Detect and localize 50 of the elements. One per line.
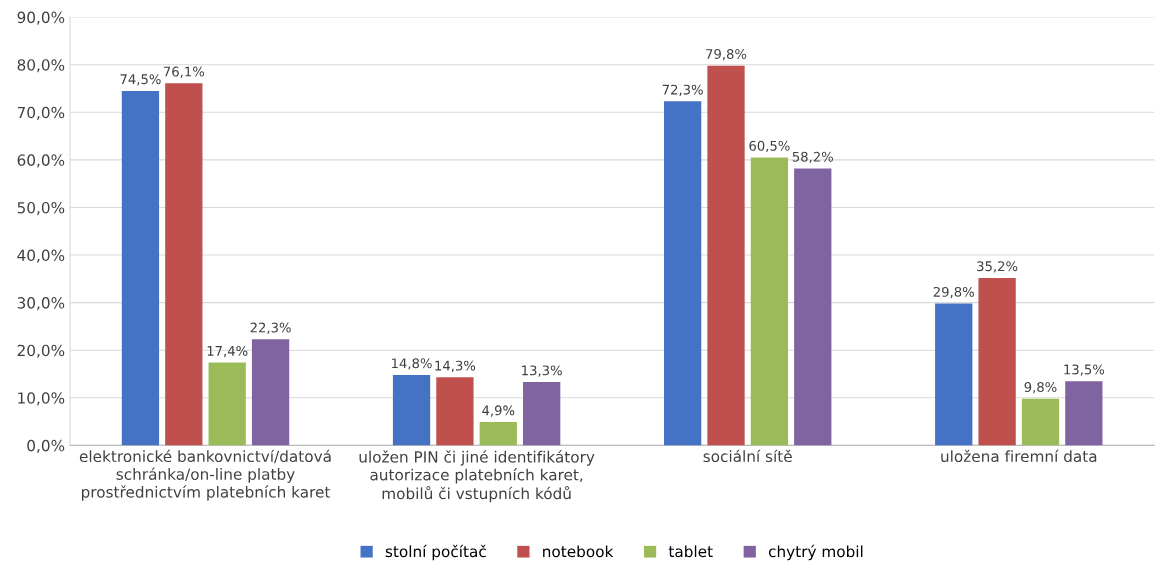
data-label: 13,3%: [522, 365, 562, 377]
data-label: 9,8%: [1024, 382, 1057, 394]
data-label: 14,3%: [435, 360, 476, 372]
bar: [750, 157, 789, 446]
data-label: 60,5%: [749, 140, 790, 153]
legend-label: notebook: [543, 545, 614, 558]
bar: [663, 101, 702, 446]
bar: [523, 382, 561, 446]
y-tick-label: 50,0%: [17, 201, 65, 216]
data-label: 74,5%: [120, 74, 161, 86]
y-tick-label: 40,0%: [17, 249, 65, 263]
data-label: 13,5%: [1064, 364, 1105, 376]
x-tick-label: sociální sítě: [703, 449, 792, 463]
y-tick-label: 20,0%: [17, 344, 65, 358]
y-tick-label: 0,0%: [27, 439, 65, 453]
bar: [251, 339, 290, 446]
data-label: 58,2%: [792, 151, 833, 164]
data-label: 29,8%: [933, 286, 974, 299]
bar: [121, 90, 160, 446]
bar: [208, 362, 246, 446]
data-label: 79,8%: [706, 48, 747, 61]
bar: [1021, 398, 1060, 446]
x-tick-label: uložen PIN či jiné identifikátory autorizace platebních karet, mobilů či vstupních kódů: [359, 450, 595, 503]
bar: [1065, 381, 1103, 446]
data-label: 17,4%: [207, 345, 248, 358]
bar: [165, 83, 203, 446]
data-label: 22,3%: [250, 322, 291, 334]
y-tick-label: 30,0%: [17, 297, 65, 311]
bar: [707, 65, 745, 446]
bar: [479, 422, 517, 446]
y-tick-label: 10,0%: [18, 392, 65, 406]
x-tick-label: uložena firemní data: [941, 449, 1097, 463]
legend-label: stolní počítač: [385, 544, 486, 561]
bar: [794, 168, 832, 446]
legend-label: tablet: [668, 545, 713, 558]
y-tick-label: 70,0%: [17, 106, 65, 120]
data-label: 35,2%: [977, 261, 1018, 273]
bar: [978, 277, 1016, 446]
data-label: 76,1%: [163, 66, 205, 78]
data-label: 4,9%: [482, 405, 515, 417]
y-tick-label: 90,0%: [17, 11, 65, 25]
bar: [436, 377, 474, 446]
y-tick-label: 80,0%: [17, 59, 65, 73]
bar: [935, 303, 973, 446]
x-tick-label: elektronické bankovnictví/datová schránka/on-line platby prostřednictvím platebních karet: [79, 449, 331, 501]
data-label: 72,3%: [662, 84, 703, 96]
bar: [392, 374, 431, 446]
legend-label: chytrý mobil: [768, 544, 863, 561]
y-tick-label: 60,0%: [17, 154, 65, 168]
data-label: 14,8%: [392, 358, 432, 370]
